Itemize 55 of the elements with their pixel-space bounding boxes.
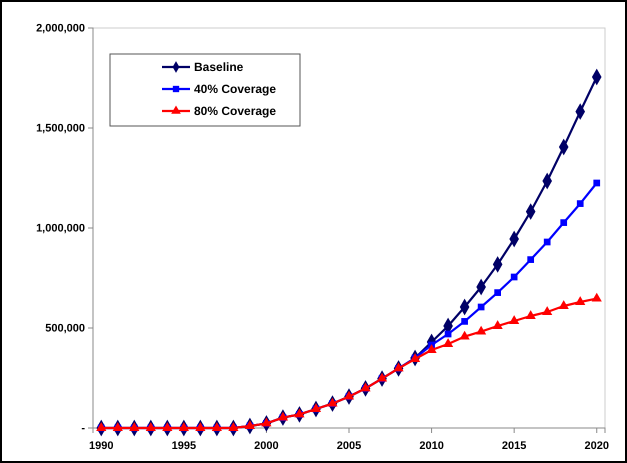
point [526, 310, 536, 319]
point [310, 403, 322, 412]
x-tick-label: 1995 [172, 440, 196, 452]
point [560, 219, 568, 226]
point [478, 304, 484, 310]
x-tick-label: 2015 [502, 440, 526, 452]
point [393, 362, 404, 372]
point [460, 330, 470, 340]
point [360, 382, 371, 392]
point [576, 200, 584, 207]
point [244, 420, 255, 429]
point [261, 418, 272, 426]
point [278, 412, 288, 421]
y-tick-label: 2,000,000 [36, 22, 85, 35]
point [294, 408, 305, 418]
point [509, 315, 520, 324]
point [575, 296, 586, 305]
point [592, 292, 602, 302]
point [443, 338, 454, 347]
point [146, 422, 156, 431]
y-tick-label: 500,000 [45, 322, 85, 335]
point [542, 306, 552, 315]
point [544, 238, 551, 246]
point [212, 422, 222, 431]
point [129, 422, 140, 431]
y-tick-label: 1,500,000 [36, 122, 85, 135]
point [96, 422, 106, 431]
legend-label: 80% Coverage [194, 104, 276, 118]
legend-label: 40% Coverage [194, 82, 276, 96]
point [492, 320, 503, 329]
point [558, 300, 569, 309]
x-tick-label: 2005 [336, 440, 362, 452]
y-tick-label: - [81, 422, 86, 435]
x-tick-label: 2020 [584, 440, 609, 452]
point [593, 180, 600, 186]
point [162, 422, 172, 431]
point [444, 330, 452, 338]
point [228, 422, 238, 431]
x-tick-label: 2000 [254, 440, 279, 452]
point [426, 344, 437, 353]
point [112, 422, 123, 431]
x-tick-label: 2010 [419, 440, 444, 452]
x-tick-label: 1990 [89, 440, 114, 452]
point [327, 398, 338, 407]
point [376, 372, 388, 382]
point [178, 422, 189, 431]
point [461, 318, 468, 325]
point [195, 422, 206, 431]
point [510, 274, 518, 280]
y-tick-label: 1,000,000 [36, 222, 85, 235]
point [494, 289, 501, 296]
point [344, 390, 354, 400]
point [527, 256, 534, 263]
point [476, 326, 486, 335]
legend-label: Baseline [194, 60, 244, 74]
